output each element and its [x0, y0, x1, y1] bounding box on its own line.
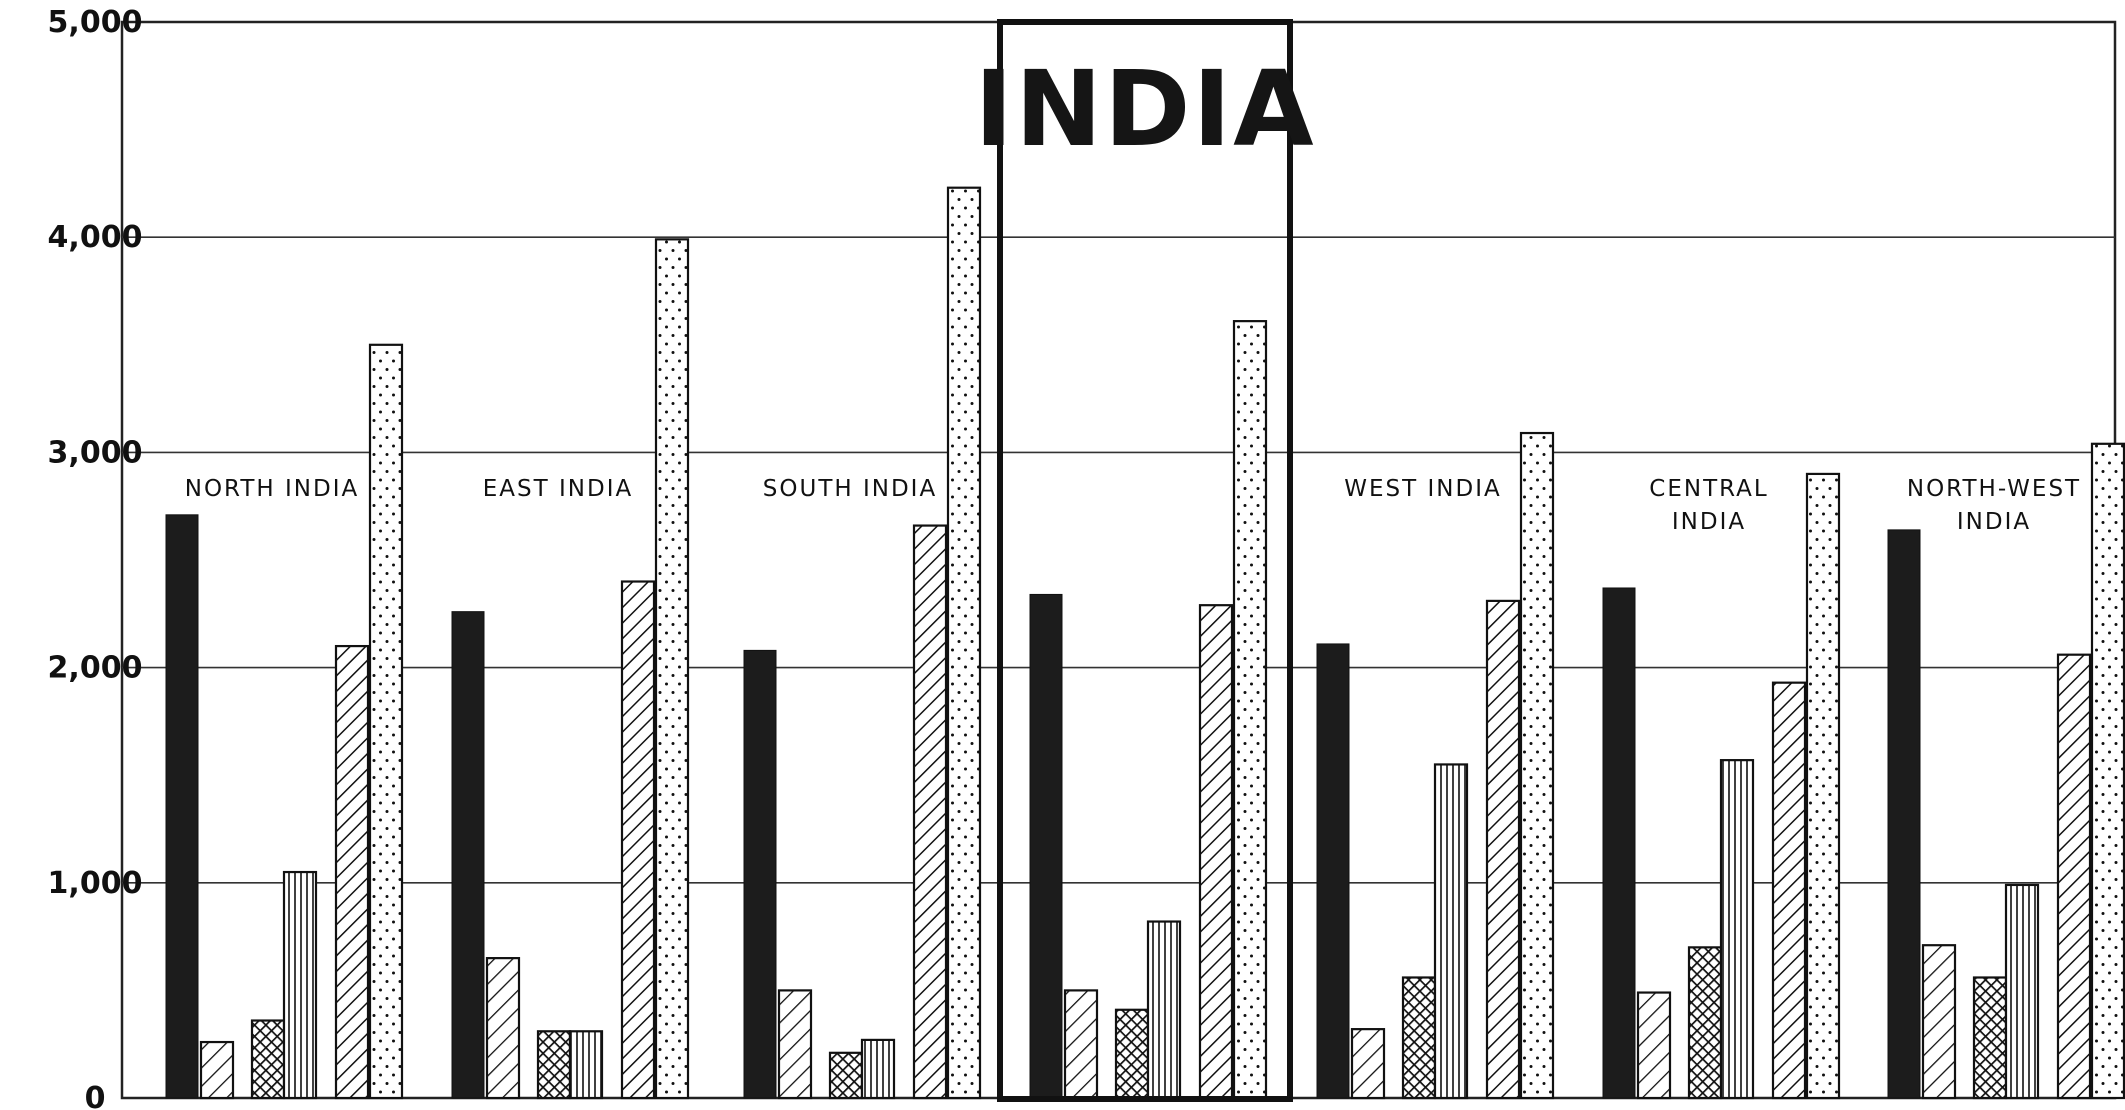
y-tick-label: 4,000	[48, 220, 143, 255]
bar-vertical-lines	[282, 870, 318, 1100]
bar-diagonal-fine	[1350, 1028, 1386, 1100]
bar-vertical-lines	[860, 1038, 896, 1100]
bar-diagonal-coarse	[2056, 653, 2092, 1100]
y-tick-label: 2,000	[48, 651, 143, 686]
y-axis-ticks: 0 1,000 2,000 3,000 4,000 5,000	[48, 5, 143, 1110]
chart-title: INDIA	[974, 48, 1315, 170]
bar-diagonal-fine	[1063, 989, 1099, 1100]
bar-crosshatch	[1401, 976, 1437, 1100]
region-label: INDIA	[1672, 509, 1746, 535]
bar-diagonal-coarse	[1198, 604, 1234, 1100]
bar-crosshatch	[536, 1030, 572, 1100]
bar-vertical-lines	[1719, 759, 1755, 1100]
region-label: INDIA	[1957, 509, 2031, 535]
bar-diagonal-fine	[199, 1040, 235, 1100]
bar-solid	[1887, 529, 1921, 1099]
bar-solid	[743, 649, 777, 1099]
region-label: NORTH-WEST	[1907, 476, 2081, 502]
bar-diagonal-coarse	[334, 644, 370, 1100]
bar-crosshatch	[1972, 976, 2008, 1100]
region-labels: NORTH INDIA EAST INDIA SOUTH INDIA WEST IND…	[185, 476, 2081, 535]
bar-vertical-lines	[1146, 920, 1182, 1100]
bar-dotted	[2090, 442, 2125, 1100]
bar-diagonal-fine	[1921, 944, 1957, 1100]
bar-dotted	[368, 343, 404, 1100]
bar-crosshatch	[1687, 946, 1723, 1100]
y-tick-label: 1,000	[48, 866, 143, 901]
region-label: SOUTH INDIA	[763, 476, 937, 502]
bar-solid	[1316, 643, 1350, 1099]
y-tick-label: 3,000	[48, 435, 143, 470]
bar-solid	[451, 611, 485, 1099]
bar-diagonal-coarse	[912, 524, 948, 1100]
highlight-frame	[997, 19, 1293, 1102]
bar-diagonal-fine	[485, 957, 521, 1100]
bar-crosshatch	[250, 1019, 286, 1100]
bar-diagonal-fine	[1636, 991, 1672, 1100]
y-tick-label: 5,000	[48, 5, 143, 40]
bar-vertical-lines	[568, 1030, 604, 1100]
bar-solid	[1029, 593, 1063, 1099]
region-label: WEST INDIA	[1344, 476, 1501, 502]
bar-dotted	[946, 186, 982, 1100]
bar-crosshatch	[1114, 1008, 1150, 1100]
bar-solid	[165, 514, 199, 1099]
bar-diagonal-coarse	[620, 580, 656, 1100]
bar-vertical-lines	[1433, 763, 1469, 1100]
bar-dotted	[1805, 472, 1841, 1100]
region-label: NORTH INDIA	[185, 476, 360, 502]
bar-dotted	[654, 238, 690, 1100]
region-label: CENTRAL	[1649, 476, 1768, 502]
highlight-box: INDIA	[974, 19, 1315, 1102]
region-label: EAST INDIA	[483, 476, 633, 502]
bar-solid	[1602, 587, 1636, 1099]
bars	[165, 186, 2125, 1100]
bar-crosshatch	[828, 1051, 864, 1100]
bar-dotted	[1519, 431, 1555, 1100]
bar-dotted	[1232, 320, 1268, 1100]
bar-vertical-lines	[2004, 883, 2040, 1100]
y-tick-label: 0	[85, 1081, 106, 1110]
bar-diagonal-fine	[777, 989, 813, 1100]
bar-diagonal-coarse	[1485, 599, 1521, 1100]
bar-diagonal-coarse	[1771, 681, 1807, 1100]
